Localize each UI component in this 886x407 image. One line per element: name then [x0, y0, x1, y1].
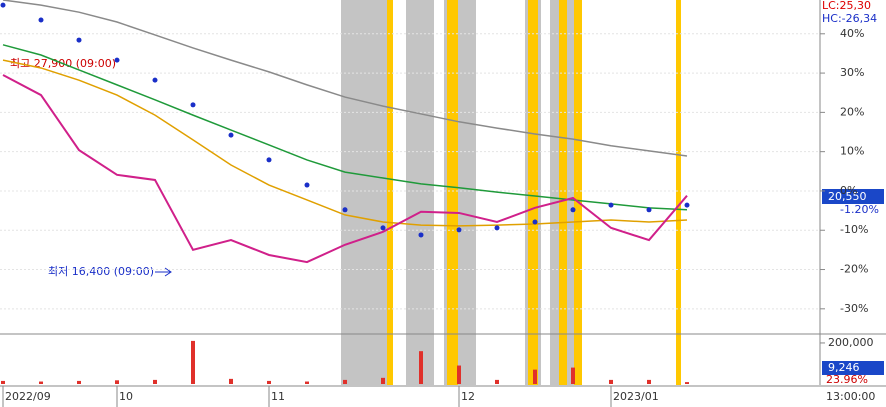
low-arrow: [155, 267, 172, 277]
volume-bar: [647, 379, 651, 384]
signal-bands: [341, 0, 681, 385]
sar-dot: [304, 182, 310, 188]
volume-bar: [229, 378, 233, 384]
sar-dot: [456, 227, 462, 233]
volume-ratio-label: 23.96%: [826, 373, 868, 386]
sar-dot: [228, 132, 234, 138]
sar-dot: [0, 2, 6, 8]
sar-dot: [380, 225, 386, 231]
price-box: [822, 189, 884, 204]
sar-dot: [76, 37, 82, 43]
volume-bar: [153, 379, 157, 384]
volume-bar: [305, 381, 309, 384]
sar-dot: [684, 202, 690, 208]
low-annotation: 최저 16,400 (09:00): [48, 265, 154, 278]
sar-dot: [608, 202, 614, 208]
hc-label: HC:-26,34: [822, 12, 877, 25]
volume-bar: [191, 340, 195, 384]
x-end-label: 13:00:00: [826, 390, 875, 403]
sar-dot: [38, 17, 44, 23]
volume-bar: [685, 382, 689, 384]
series-line: [2, 74, 688, 264]
volume-bar: [1, 380, 5, 384]
series-line: [2, 44, 688, 211]
y-tick-label: 30%: [840, 66, 864, 79]
sar-dot: [646, 207, 652, 213]
volume-bar: [419, 351, 423, 384]
volume-bar: [609, 379, 613, 384]
x-tick-label: 2022/09: [5, 390, 51, 403]
sar-dot: [494, 225, 500, 231]
sar-dot: [570, 207, 576, 213]
x-tick-label: 11: [271, 390, 285, 403]
series-line: [2, 59, 688, 227]
volume-bar: [343, 379, 347, 384]
volume-bar: [571, 367, 575, 384]
y-tick-label: 10%: [840, 145, 864, 158]
volume-bar: [39, 381, 43, 384]
volume-box: [822, 361, 884, 375]
x-tick-label: 10: [119, 390, 133, 403]
change-label: -1.20%: [840, 203, 879, 216]
x-tick-label: 12: [461, 390, 475, 403]
volume-last-label: 9,246: [828, 361, 860, 374]
sar-dot: [342, 207, 348, 213]
sar-dot: [418, 232, 424, 238]
y-tick-label: -20%: [840, 263, 868, 276]
x-tick-label: 2023/01: [613, 390, 659, 403]
volume-bar: [267, 380, 271, 384]
y-tick-label: -30%: [840, 302, 868, 315]
sar-dot: [266, 157, 272, 163]
y-tick-label: 40%: [840, 27, 864, 40]
price-label: 20,550: [828, 190, 867, 203]
volume-bar: [77, 380, 81, 384]
y-tick-label: 0%: [840, 184, 857, 197]
volume-bar: [115, 380, 119, 384]
sar-dot: [152, 77, 158, 83]
volume-bar: [457, 365, 461, 384]
lc-label: LC:25,30: [822, 0, 871, 12]
sar-dot: [114, 57, 120, 63]
y-tick-label: 20%: [840, 105, 864, 118]
volume-bar: [495, 379, 499, 384]
y-tick-label: -10%: [840, 223, 868, 236]
volume-bar: [533, 369, 537, 384]
sar-dot: [532, 219, 538, 225]
volume-bar: [381, 377, 385, 384]
sar-dot: [190, 102, 196, 108]
series-line: [2, 0, 688, 157]
volume-tick-label: 200,000: [828, 336, 874, 349]
